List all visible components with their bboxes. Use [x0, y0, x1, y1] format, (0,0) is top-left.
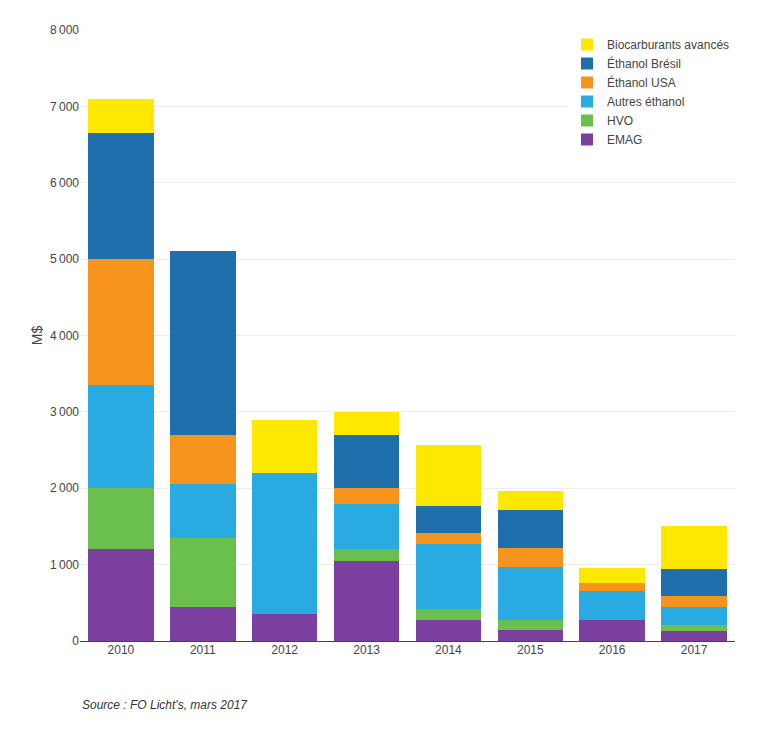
svg-text:8 000: 8 000 [50, 23, 79, 37]
svg-text:HVO: HVO [607, 114, 633, 128]
svg-text:EMAG: EMAG [607, 133, 642, 147]
svg-text:2016: 2016 [599, 643, 626, 657]
svg-text:Éthanol Brésil: Éthanol Brésil [607, 56, 681, 71]
svg-text:3 000: 3 000 [50, 405, 79, 419]
svg-text:6 000: 6 000 [50, 176, 79, 190]
svg-text:Autres éthanol: Autres éthanol [607, 95, 684, 109]
svg-text:5 000: 5 000 [50, 252, 79, 266]
svg-text:Biocarburants avancés: Biocarburants avancés [607, 38, 729, 52]
svg-text:0: 0 [72, 634, 79, 648]
svg-text:2013: 2013 [353, 643, 380, 657]
svg-text:2011: 2011 [190, 643, 216, 657]
svg-text:2010: 2010 [108, 643, 135, 657]
svg-text:4 000: 4 000 [50, 329, 79, 343]
svg-text:1 000: 1 000 [50, 558, 79, 572]
svg-text:Source : FO Licht's, mars 2017: Source : FO Licht's, mars 2017 [82, 698, 248, 712]
svg-text:M$: M$ [29, 326, 45, 346]
svg-text:7 000: 7 000 [50, 100, 79, 114]
svg-text:2015: 2015 [517, 643, 544, 657]
svg-text:2014: 2014 [435, 643, 462, 657]
svg-text:Éthanol USA: Éthanol USA [607, 75, 676, 90]
svg-text:2012: 2012 [271, 643, 298, 657]
svg-text:2 000: 2 000 [50, 481, 79, 495]
svg-text:2017: 2017 [681, 643, 708, 657]
